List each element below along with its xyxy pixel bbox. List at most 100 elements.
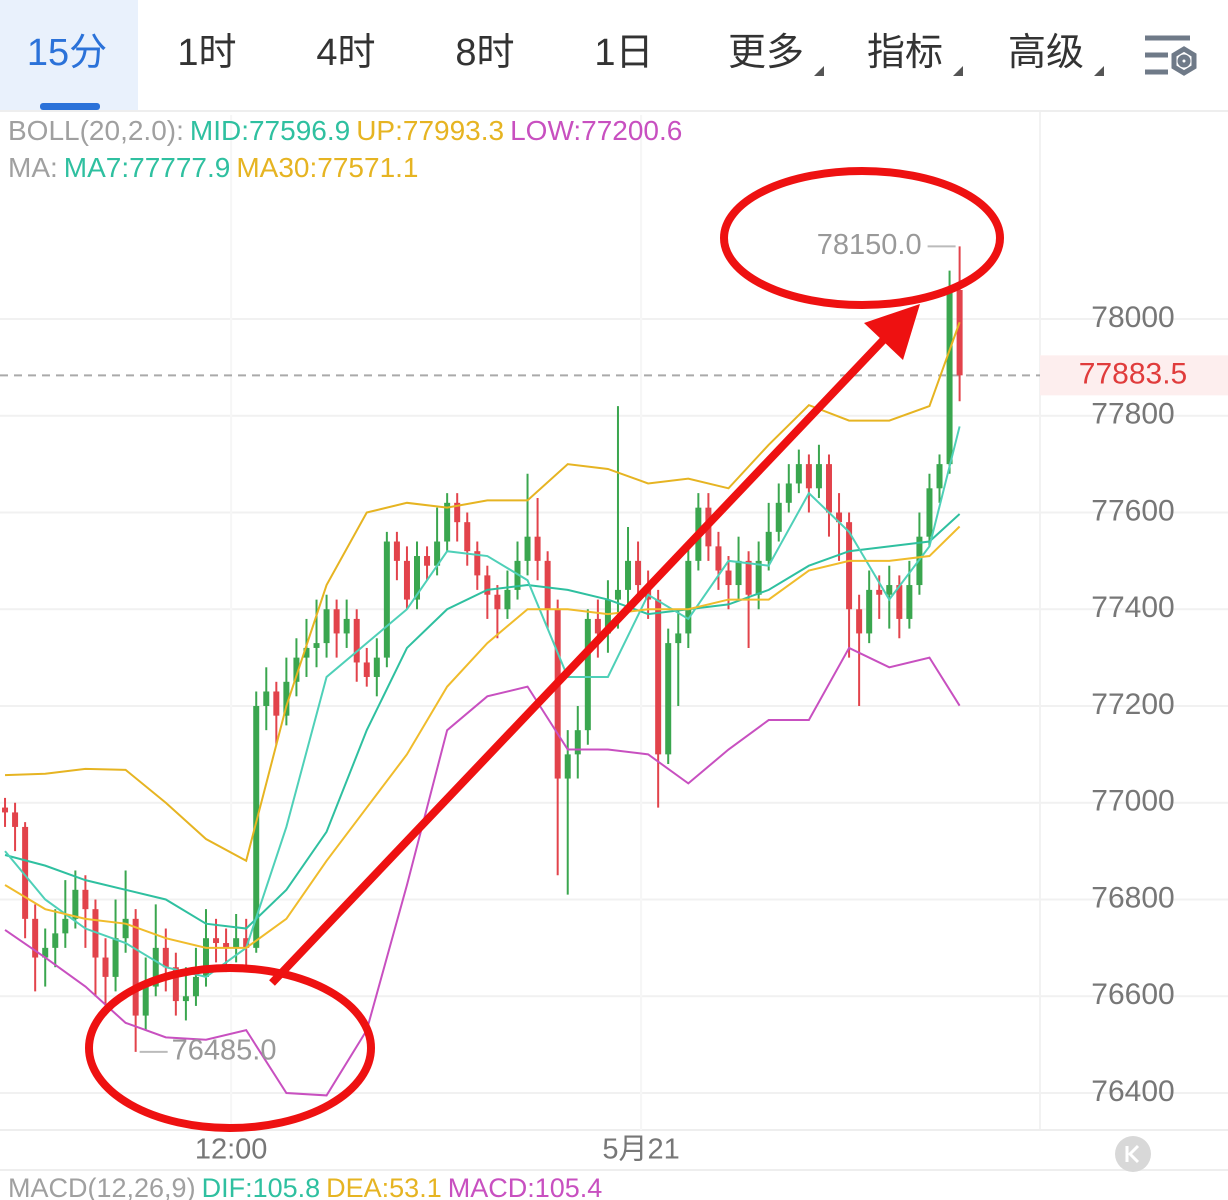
candle-body xyxy=(223,943,230,948)
candle-body xyxy=(625,560,632,590)
legend-item: DIF:105.8 xyxy=(202,1173,321,1200)
tab[interactable]: 4时 xyxy=(316,32,375,74)
settings-icon[interactable] xyxy=(1145,35,1197,76)
highlight-circle xyxy=(85,964,375,1132)
candle-body xyxy=(906,585,913,619)
tab[interactable]: 8时 xyxy=(455,32,514,74)
arrow-head xyxy=(864,304,920,360)
x-tick-label: 5月21 xyxy=(602,1134,679,1166)
candle-body xyxy=(333,609,340,634)
candle-body xyxy=(62,918,69,934)
candle-body xyxy=(896,585,903,619)
candle-body xyxy=(243,938,250,948)
candle-body xyxy=(494,594,501,610)
tab[interactable]: 1日 xyxy=(594,32,653,74)
legend-item: MACD(12,26,9) xyxy=(8,1173,196,1200)
candle-body xyxy=(353,618,360,663)
candle-body xyxy=(313,643,320,648)
arrow-shaft xyxy=(269,330,893,986)
y-tick-label: 77800 xyxy=(1091,398,1174,431)
tab[interactable]: 更多 xyxy=(728,32,824,76)
candle-body xyxy=(866,589,873,634)
indicator-legend: MA: MA7:77777.9 MA30:77571.1 xyxy=(8,152,419,183)
legend-item: UP:77993.3 xyxy=(356,115,504,146)
candle-body xyxy=(52,933,59,948)
candle-body xyxy=(32,918,39,958)
candle-body xyxy=(162,947,169,968)
max-label: 78150.0 xyxy=(817,229,922,261)
legend-item: MA: xyxy=(8,152,58,183)
dropdown-mark xyxy=(953,66,963,76)
candle-body xyxy=(263,691,270,706)
candle-body xyxy=(825,464,832,513)
candle-body xyxy=(926,488,933,537)
candle-body xyxy=(856,609,863,634)
indicator-line xyxy=(4,426,961,978)
candle-body xyxy=(785,483,792,503)
candle-body xyxy=(504,589,511,610)
min-label: 76485.0 xyxy=(172,1035,277,1067)
y-tick-label: 76600 xyxy=(1091,978,1174,1011)
candle-body xyxy=(594,618,601,634)
tab[interactable]: 高级 xyxy=(1008,32,1104,76)
candle-body xyxy=(303,647,310,658)
y-tick-label: 76400 xyxy=(1091,1075,1174,1108)
candle-body xyxy=(655,599,662,755)
candle-body xyxy=(343,618,350,634)
candle-body xyxy=(836,512,843,523)
candle-body xyxy=(544,560,551,610)
candle-body xyxy=(574,730,581,755)
candle-body xyxy=(424,556,431,566)
candle-body xyxy=(42,947,49,958)
candle-body xyxy=(273,691,280,716)
candle-body xyxy=(192,976,199,997)
last-price-box xyxy=(1040,355,1228,396)
tab[interactable]: 指标 xyxy=(867,32,963,76)
legend-item: LOW:77200.6 xyxy=(510,115,682,146)
candle-body xyxy=(323,609,330,644)
x-tick-label: 12:00 xyxy=(195,1134,268,1166)
candle-body xyxy=(92,909,99,958)
candle-body xyxy=(142,986,149,1016)
candle-body xyxy=(373,657,380,677)
candle-body xyxy=(755,560,762,595)
tab[interactable]: 15分 xyxy=(0,0,138,110)
candle-body xyxy=(434,541,441,566)
candle-body xyxy=(685,560,692,634)
candle-body xyxy=(524,536,531,561)
candle-body xyxy=(936,464,943,489)
legend-item: MA30:77571.1 xyxy=(236,152,418,183)
indicator-line xyxy=(4,321,961,863)
candle-body xyxy=(12,812,19,827)
legend-item: DEA:53.1 xyxy=(326,1173,442,1200)
tab-label: 4时 xyxy=(316,32,375,74)
indicator-line xyxy=(4,513,961,930)
tab-label: 更多 xyxy=(728,32,804,74)
y-tick-label: 77200 xyxy=(1091,688,1174,721)
tab[interactable]: 1时 xyxy=(177,32,236,74)
tab-label: 1时 xyxy=(177,32,236,74)
candle-body xyxy=(172,967,179,1002)
tab-underline xyxy=(40,103,100,110)
highlight-circle xyxy=(720,167,1004,309)
indicator-line xyxy=(4,646,961,1097)
scroll-button[interactable] xyxy=(1115,1136,1151,1172)
candle-body xyxy=(805,464,812,489)
tab-highlight xyxy=(0,0,138,110)
tab-bar xyxy=(0,0,1228,110)
candle-body xyxy=(765,531,772,561)
candle-body xyxy=(534,536,541,561)
legend-item: MACD:105.4 xyxy=(448,1173,603,1200)
candle-body xyxy=(132,918,139,1016)
indicator-legend: BOLL(20,2.0): MID:77596.9 UP:77993.3 LOW:77… xyxy=(8,115,682,146)
candle-body xyxy=(514,560,521,590)
candle-body xyxy=(152,947,159,987)
candle-body xyxy=(956,289,963,376)
dropdown-mark xyxy=(814,66,824,76)
legend-item: MID:77596.9 xyxy=(190,115,350,146)
candle-body xyxy=(112,938,119,977)
candle-body xyxy=(464,522,471,552)
candle-body xyxy=(293,657,300,682)
last-price-label: 77883.5 xyxy=(1079,357,1187,390)
